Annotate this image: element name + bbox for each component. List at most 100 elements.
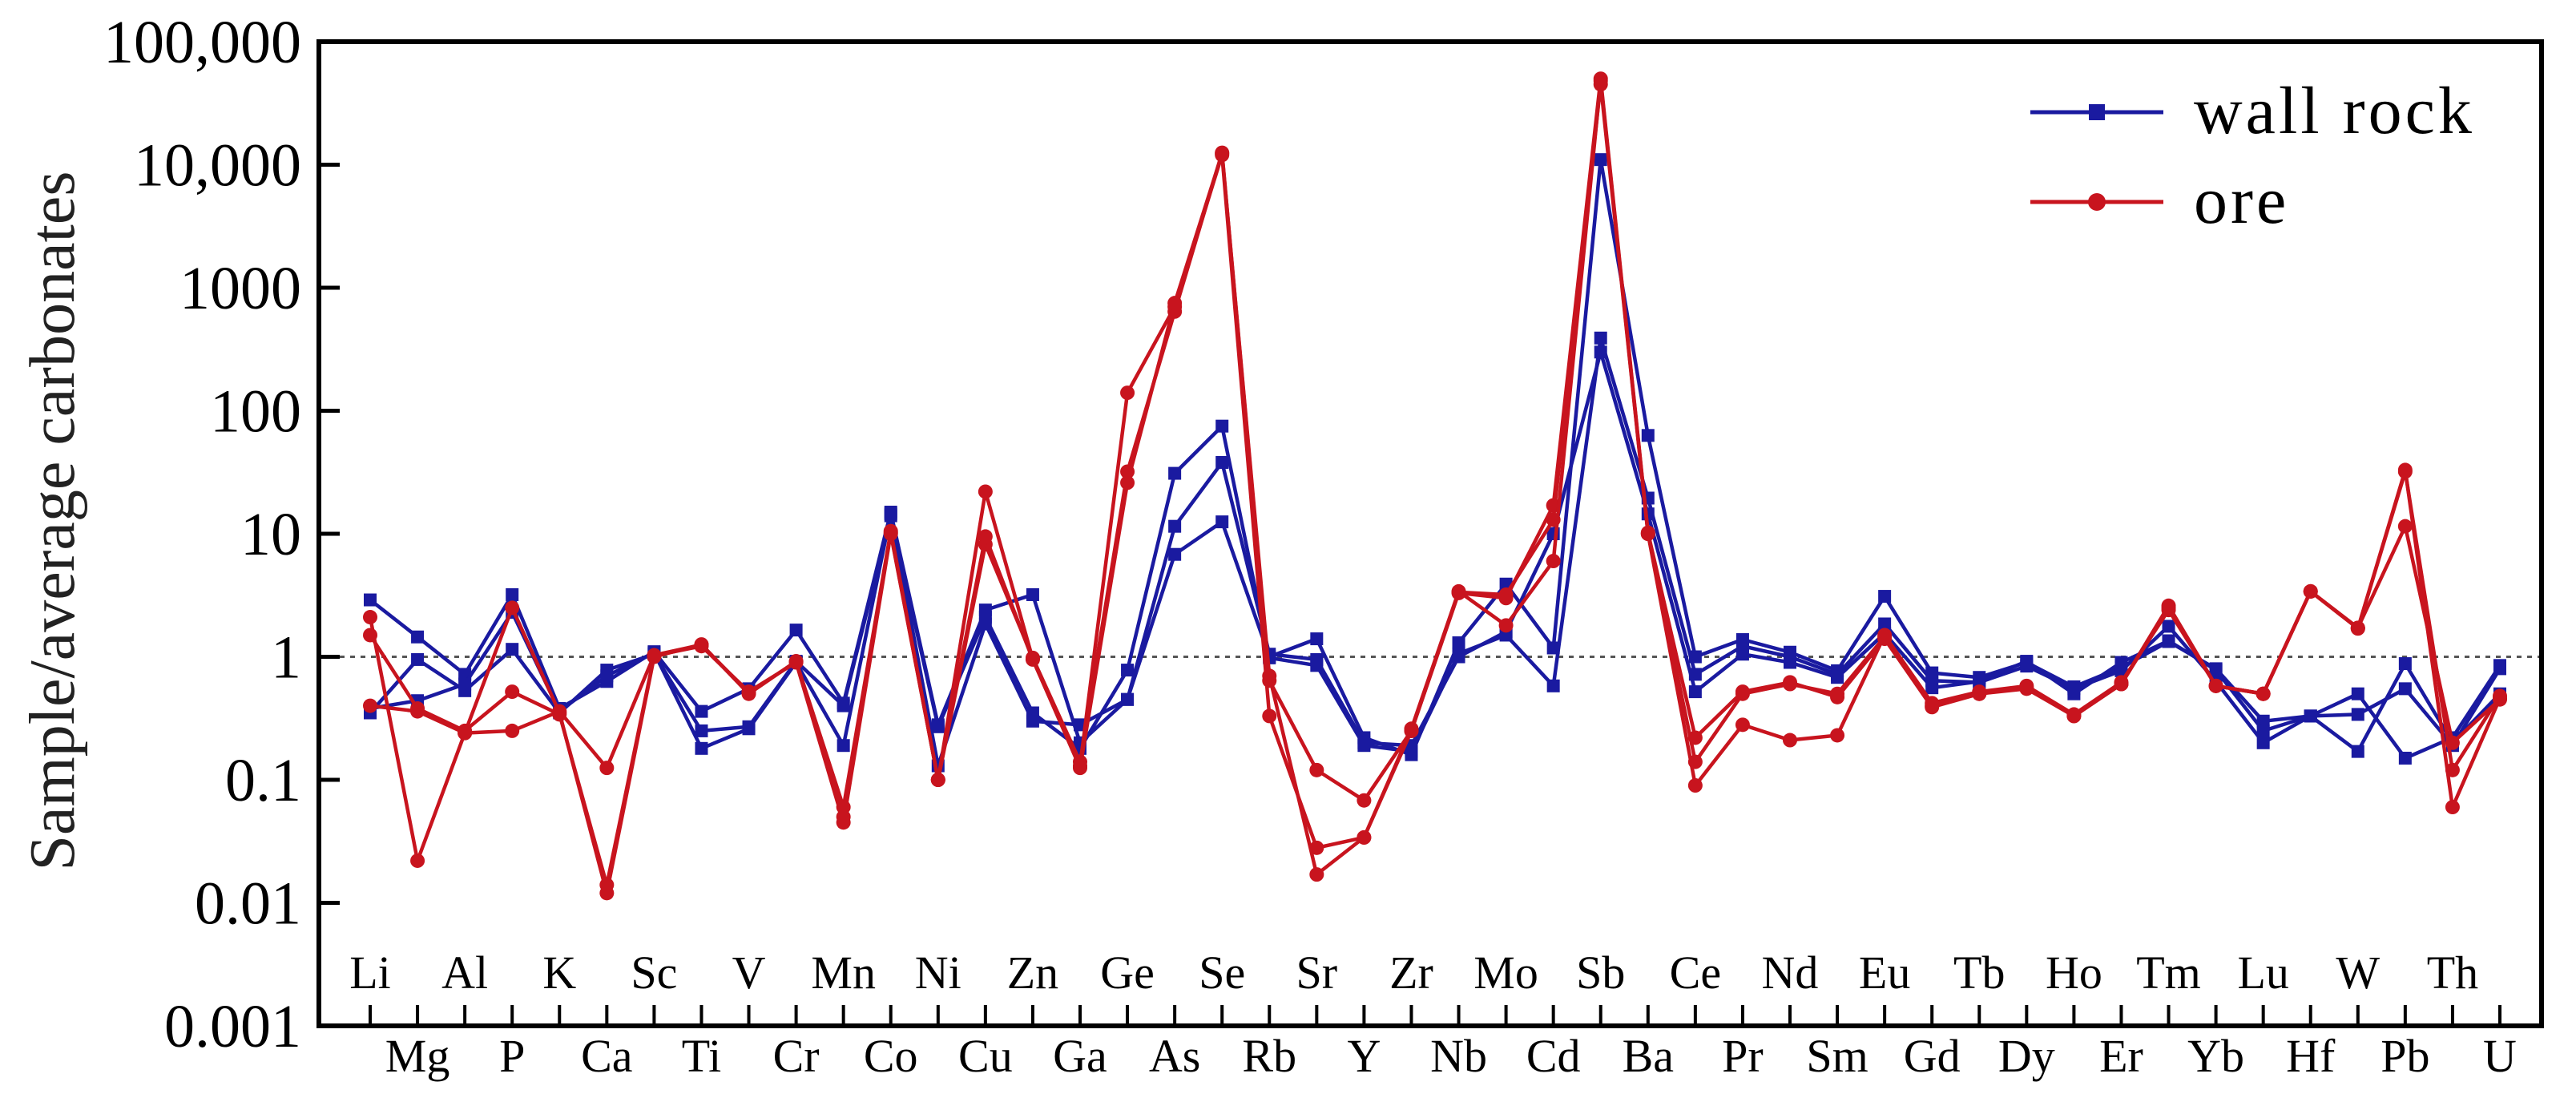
series-line — [369, 350, 2501, 768]
data-point-Mo — [1498, 587, 1514, 602]
data-point-Sm — [1830, 728, 1845, 743]
x-tick-label-Zr: Zr — [1389, 947, 1433, 999]
x-tick-label-Sm: Sm — [1806, 1030, 1868, 1082]
x-tick-label-Tm: Tm — [2136, 947, 2201, 999]
data-point-Zn — [1026, 714, 1039, 728]
x-tick-label-Zn: Zn — [1007, 947, 1058, 999]
data-point-Gd — [1925, 681, 1939, 695]
y-tick-label: 10 — [240, 501, 301, 568]
x-tick-label-Sr: Sr — [1296, 947, 1338, 999]
data-point-Sr — [1310, 632, 1324, 646]
data-point-Mg — [411, 652, 425, 666]
legend-marker — [2089, 104, 2105, 120]
data-point-Li — [363, 698, 377, 713]
data-point-Pb — [2398, 751, 2412, 765]
legend-marker — [2088, 193, 2106, 211]
data-point-Ce — [1688, 685, 1702, 699]
data-point-Hf — [2304, 709, 2317, 723]
y-axis-title: Sample/average carbonates — [18, 172, 88, 871]
x-tick-label-Se: Se — [1199, 947, 1245, 999]
data-point-Th — [2445, 762, 2460, 777]
data-point-Y — [1357, 830, 1372, 845]
data-point-Pb — [2398, 682, 2412, 696]
data-point-Cu — [978, 529, 993, 544]
data-point-Pr — [1735, 686, 1750, 701]
data-point-Li — [363, 610, 377, 625]
data-point-Tm — [2162, 634, 2175, 648]
x-tick-label-Nb: Nb — [1430, 1030, 1487, 1082]
data-point-Yb — [2209, 664, 2223, 677]
x-tick-label-Al: Al — [441, 947, 488, 999]
x-tick-label-As: As — [1149, 1030, 1200, 1082]
x-tick-label-Ge: Ge — [1100, 947, 1155, 999]
data-point-As — [1167, 296, 1183, 311]
data-point-As — [1168, 547, 1182, 561]
data-point-Ba — [1641, 429, 1655, 442]
data-point-U — [2493, 659, 2506, 672]
data-point-V — [742, 722, 756, 736]
data-point-P — [505, 684, 520, 700]
data-point-Al — [458, 725, 473, 741]
data-point-P — [505, 600, 520, 616]
data-point-Mn — [836, 809, 851, 825]
data-point-Ho — [2067, 687, 2081, 700]
data-point-Mn — [836, 739, 850, 753]
data-point-Nd — [1783, 676, 1797, 692]
x-tick-label-Mo: Mo — [1473, 947, 1538, 999]
data-point-Sr — [1309, 840, 1324, 855]
x-tick-label-Nd: Nd — [1762, 947, 1819, 999]
data-point-Hf — [2303, 583, 2318, 599]
x-tick-label-Eu: Eu — [1859, 947, 1910, 999]
data-point-Ge — [1120, 385, 1135, 401]
x-tick-label-Mn: Mn — [811, 947, 876, 999]
x-tick-label-Yb: Yb — [2187, 1030, 2244, 1082]
data-point-Mg — [410, 704, 425, 719]
data-point-Ho — [2066, 708, 2082, 724]
data-point-Cr — [788, 654, 804, 669]
data-point-Al — [458, 677, 472, 691]
x-tick-label-K: K — [542, 947, 576, 999]
data-point-Y — [1357, 793, 1372, 808]
data-point-P — [506, 643, 519, 656]
data-point-Ca — [599, 761, 615, 776]
data-point-Se — [1215, 456, 1229, 470]
data-point-Y — [1357, 736, 1371, 749]
x-tick-label-Sb: Sb — [1576, 947, 1625, 999]
data-point-Ca — [599, 878, 615, 893]
x-tick-label-Y: Y — [1347, 1030, 1381, 1082]
x-tick-label-Pr: Pr — [1722, 1030, 1764, 1082]
data-point-Ti — [694, 637, 709, 652]
x-tick-label-Mg: Mg — [385, 1030, 450, 1082]
data-point-Rb — [1262, 668, 1277, 684]
data-point-Sb — [1593, 77, 1608, 92]
data-point-Pb — [2397, 464, 2413, 479]
data-point-Sb — [1594, 331, 1607, 345]
data-point-Co — [884, 507, 897, 521]
y-tick-label: 10,000 — [134, 132, 301, 200]
data-point-Nd — [1783, 733, 1797, 748]
x-tick-label-U: U — [2483, 1030, 2517, 1082]
data-point-Lu — [2256, 736, 2270, 749]
data-point-Er — [2114, 676, 2129, 692]
data-point-W — [2351, 687, 2364, 700]
legend-item-wall_rock: wall rock — [2030, 74, 2472, 148]
x-tick-label-W: W — [2336, 947, 2380, 999]
x-tick-label-Gd: Gd — [1904, 1030, 1961, 1082]
y-tick-label: 0.1 — [225, 747, 301, 814]
data-point-W — [2351, 708, 2364, 721]
data-point-Cd — [1546, 512, 1561, 527]
series-line — [369, 82, 2501, 877]
data-point-W — [2351, 745, 2364, 758]
data-point-Sb — [1594, 153, 1607, 167]
data-point-Tm — [2162, 620, 2175, 633]
legend-item-ore: ore — [2030, 163, 2286, 238]
x-tick-label-Cd: Cd — [1526, 1030, 1581, 1082]
legend: wall rock ore — [2030, 74, 2472, 238]
data-point-Pb — [2397, 519, 2413, 534]
data-point-Ti — [695, 741, 708, 755]
data-point-Li — [363, 628, 377, 643]
x-tick-label-Rb: Rb — [1242, 1030, 1296, 1082]
data-point-Zr — [1404, 723, 1419, 738]
